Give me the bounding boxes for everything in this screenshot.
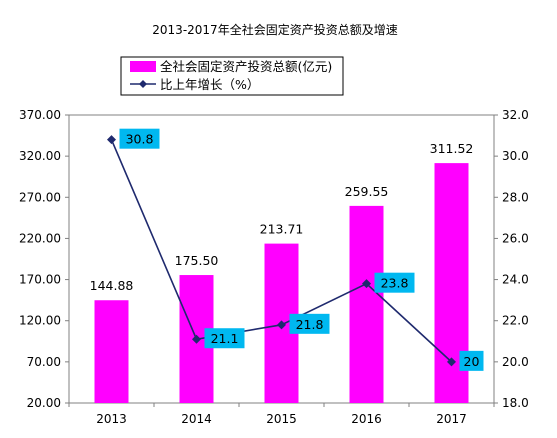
line-marker bbox=[447, 357, 456, 367]
line-marker bbox=[362, 279, 371, 289]
bar-value-label: 213.71 bbox=[260, 222, 304, 237]
bar-value-label: 144.88 bbox=[90, 278, 134, 293]
line-value-label: 30.8 bbox=[126, 132, 154, 147]
x-axis: 2013 2014 2015 2016 2017 bbox=[68, 403, 495, 426]
legend-bar-label: 全社会固定资产投资总额(亿元) bbox=[160, 59, 332, 74]
left-tick-label: 320.00 bbox=[19, 149, 61, 163]
right-tick-label: 20.0 bbox=[502, 355, 529, 369]
line-value-label: 21.1 bbox=[211, 331, 239, 346]
line-label-box bbox=[374, 272, 415, 293]
legend-box bbox=[120, 56, 344, 96]
right-tick-label: 30.0 bbox=[502, 149, 529, 163]
left-tick-label: 370.00 bbox=[19, 108, 61, 122]
legend-line-marker bbox=[139, 80, 147, 88]
line-label-box bbox=[119, 128, 160, 149]
line-marker bbox=[277, 320, 286, 330]
line-marker bbox=[107, 135, 116, 145]
line-label-box bbox=[204, 328, 245, 349]
bar bbox=[94, 300, 129, 403]
x-tick-label: 2013 bbox=[96, 412, 127, 426]
right-tick-label: 28.0 bbox=[502, 190, 529, 204]
bars: 144.88 175.50 213.71 259.55 311.52 bbox=[90, 141, 474, 403]
right-tick-label: 18.0 bbox=[502, 396, 529, 410]
legend-line-label: 比上年增长（%） bbox=[160, 77, 259, 92]
legend-bar-swatch bbox=[130, 61, 156, 72]
bar bbox=[349, 205, 384, 403]
right-tick-label: 24.0 bbox=[502, 273, 529, 287]
right-tick-label: 22.0 bbox=[502, 314, 529, 328]
bar-value-label: 175.50 bbox=[175, 253, 219, 268]
x-tick-label: 2016 bbox=[351, 412, 382, 426]
left-axis: 20.00 70.00 120.00 170.00 220.00 270.00 320.00… bbox=[19, 108, 69, 410]
bar-value-label: 311.52 bbox=[430, 141, 474, 156]
x-tick-label: 2015 bbox=[266, 412, 297, 426]
left-tick-label: 70.00 bbox=[27, 355, 61, 369]
growth-line: 30.8 21.1 21.8 23.8 20 bbox=[107, 128, 484, 371]
legend: 全社会固定资产投资总额(亿元) 比上年增长（%） bbox=[120, 56, 344, 96]
right-tick-label: 32.0 bbox=[502, 108, 529, 122]
line-label-box bbox=[459, 350, 484, 371]
chart-title: 2013-2017年全社会固定资产投资总额及增速 bbox=[152, 22, 397, 37]
bar-value-label: 259.55 bbox=[345, 184, 389, 199]
line-label-box bbox=[289, 313, 330, 334]
left-tick-label: 270.00 bbox=[19, 190, 61, 204]
right-axis: 18.0 20.0 22.0 24.0 26.0 28.0 30.0 32.0 bbox=[494, 108, 529, 410]
x-tick-label: 2017 bbox=[436, 412, 467, 426]
x-tick-label: 2014 bbox=[181, 412, 212, 426]
line-marker bbox=[192, 334, 201, 344]
line-value-label: 23.8 bbox=[381, 276, 409, 291]
left-tick-label: 170.00 bbox=[19, 273, 61, 287]
left-tick-label: 120.00 bbox=[19, 314, 61, 328]
left-tick-label: 220.00 bbox=[19, 231, 61, 245]
left-tick-label: 20.00 bbox=[27, 396, 61, 410]
right-tick-label: 26.0 bbox=[502, 231, 529, 245]
line-value-label: 20 bbox=[464, 354, 480, 369]
line-value-label: 21.8 bbox=[296, 317, 324, 332]
